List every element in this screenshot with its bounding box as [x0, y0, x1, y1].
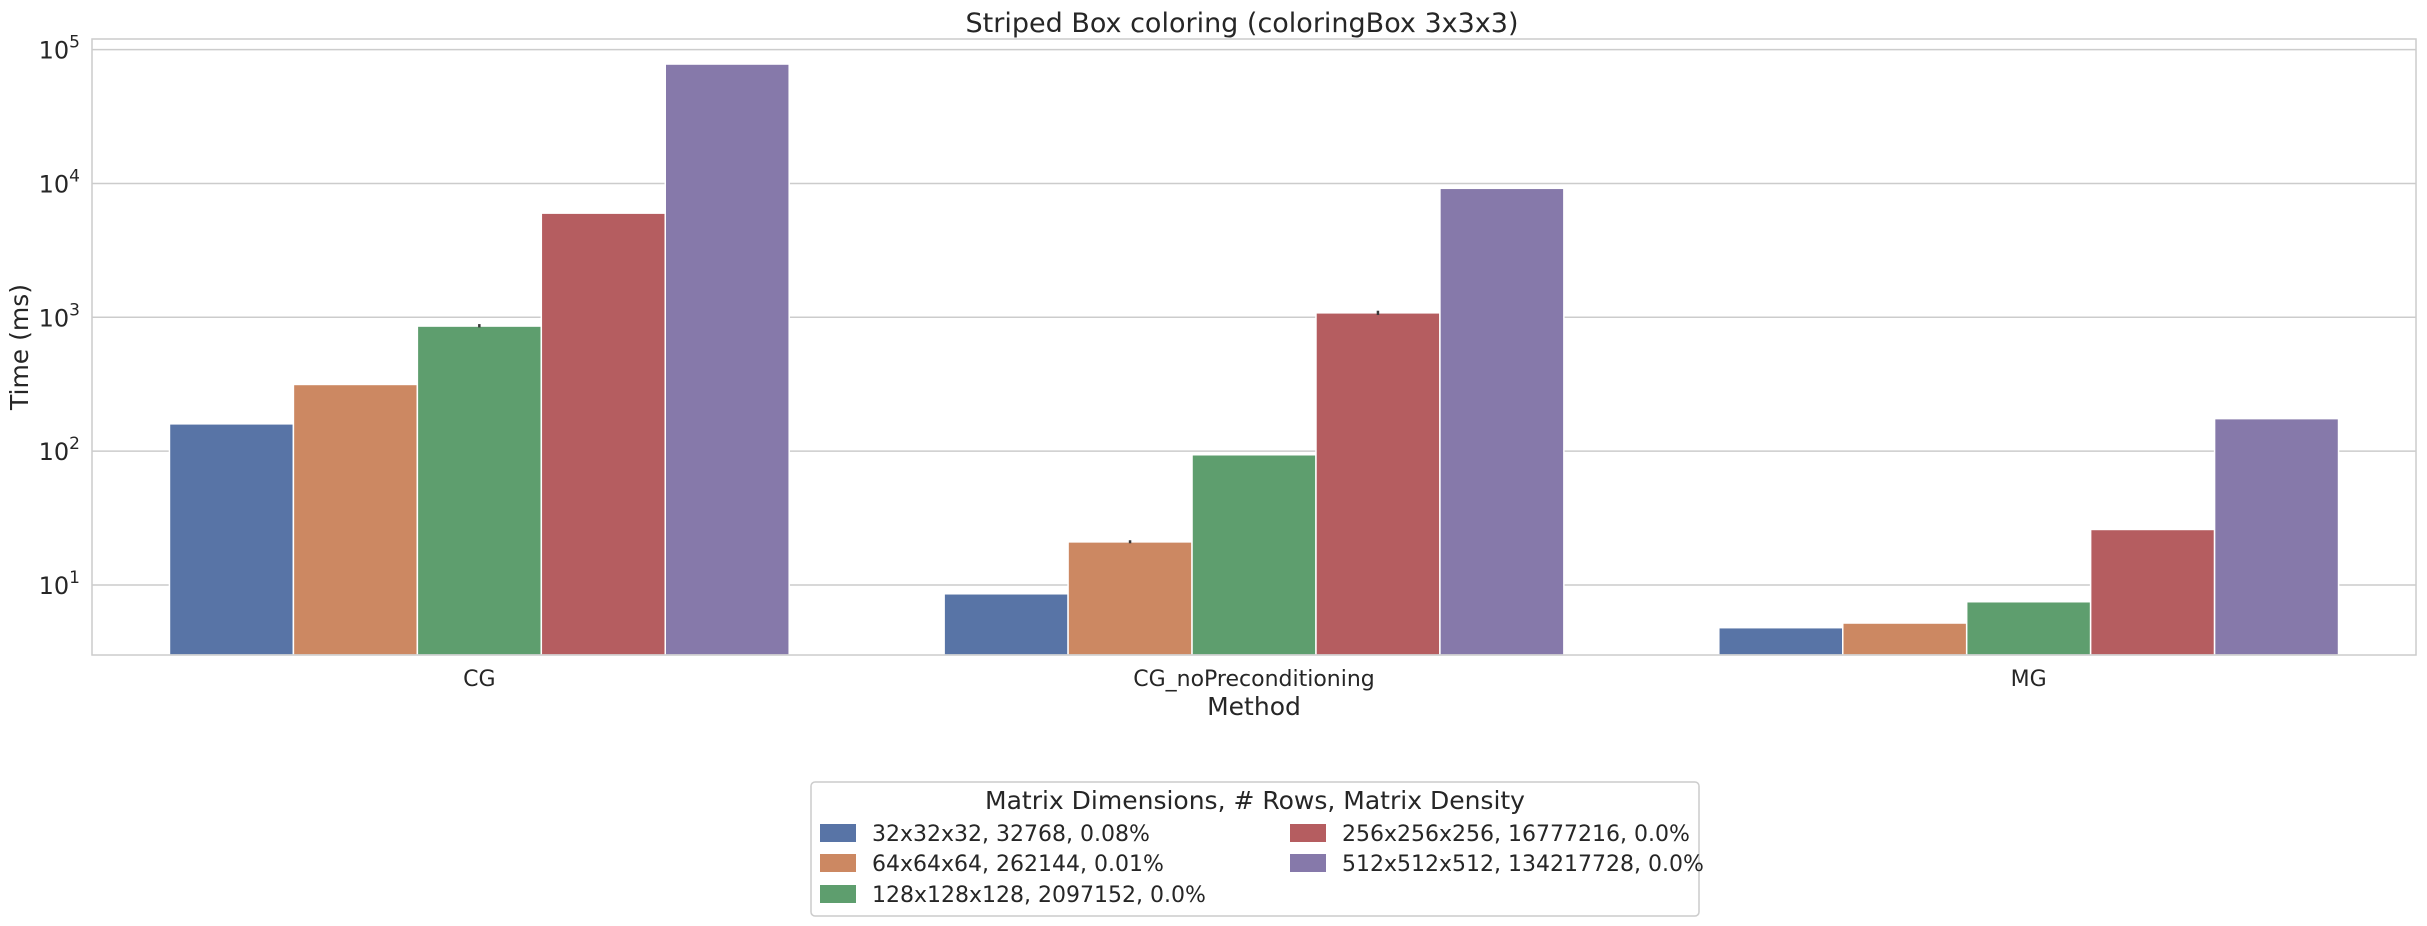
legend: Matrix Dimensions, # Rows, Matrix Densit… [810, 781, 1704, 917]
legend-label: 256x256x256, 16777216, 0.0% [1342, 822, 1690, 847]
y-axis-ticks: 101 102 103 104 105 [39, 33, 80, 600]
legend-frame [810, 781, 1700, 917]
chart-title: Striped Box coloring (coloringBox 3x3x3) [966, 8, 1519, 39]
error-bars-group [478, 310, 1380, 544]
bar [416, 325, 543, 656]
bar [1067, 541, 1193, 656]
y-tick-label: 105 [39, 33, 80, 65]
legend-label: 512x512x512, 134217728, 0.0% [1342, 852, 1704, 877]
x-axis-ticks: CG CG_noPreconditioning MG [463, 667, 2047, 692]
legend-swatch [820, 824, 856, 842]
bar [1718, 626, 1844, 656]
x-tick-label: CG_noPreconditioning [1133, 667, 1375, 692]
bar [664, 63, 790, 656]
legend-title: Matrix Dimensions, # Rows, Matrix Densit… [985, 786, 1525, 815]
legend-label: 64x64x64, 262144, 0.01% [872, 852, 1164, 877]
bar [292, 383, 419, 656]
legend-swatch [1290, 854, 1326, 872]
bar [1841, 622, 1968, 656]
bars-group [168, 63, 2340, 656]
x-tick-label: CG [463, 667, 495, 692]
legend-label: 128x128x128, 2097152, 0.0% [872, 883, 1206, 908]
x-tick-label: MG [2011, 667, 2047, 692]
bar [1965, 600, 2092, 656]
bar [1315, 312, 1441, 656]
bar [168, 423, 295, 656]
x-axis-label: Method [1207, 692, 1301, 721]
bar [540, 212, 667, 656]
y-tick-label: 103 [39, 300, 80, 332]
bar [943, 593, 1069, 656]
legend-label: 32x32x32, 32768, 0.08% [872, 822, 1150, 847]
y-tick-label: 102 [39, 434, 80, 466]
bar [2089, 528, 2216, 656]
y-tick-label: 101 [39, 568, 80, 600]
bar [1191, 454, 1317, 656]
legend-swatch [820, 885, 856, 903]
bar [1439, 187, 1565, 656]
legend-swatch [1290, 824, 1326, 842]
legend-items: 32x32x32, 32768, 0.08% 64x64x64, 262144, … [820, 822, 1704, 908]
y-axis-label: Time (ms) [5, 284, 34, 411]
y-tick-label: 104 [39, 166, 80, 198]
legend-swatch [820, 854, 856, 872]
plot-frame [91, 38, 2417, 656]
bar [2213, 417, 2340, 656]
